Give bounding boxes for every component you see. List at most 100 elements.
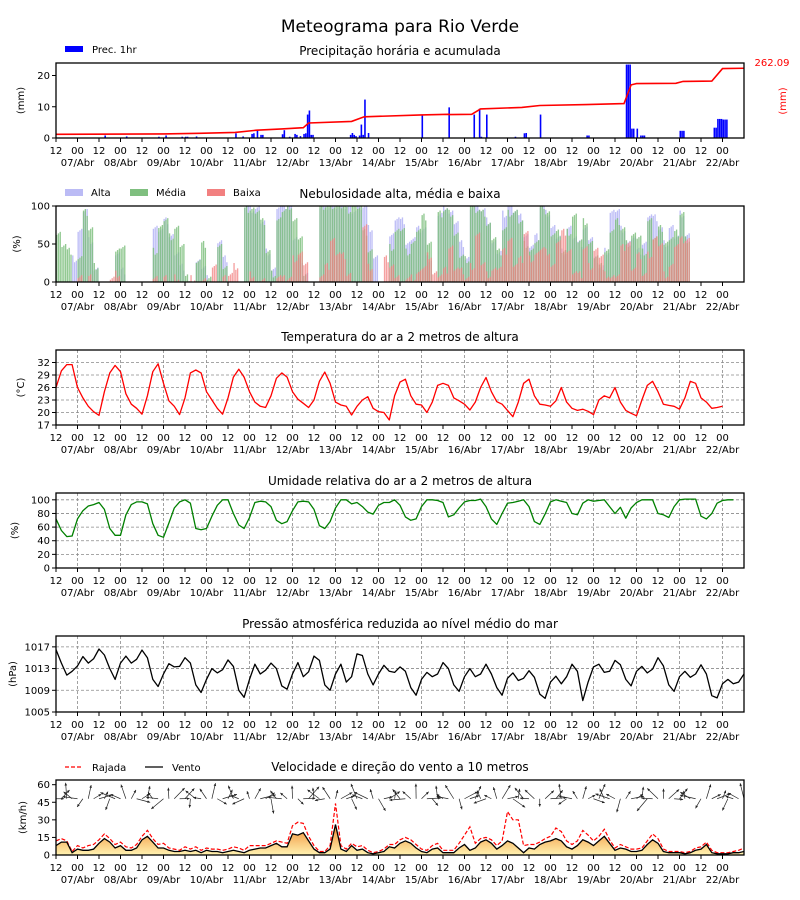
x-day-label: 22/Abr — [706, 445, 740, 456]
cloud-bar-media — [197, 261, 199, 282]
x-day-label: 20/Abr — [620, 875, 654, 886]
cloud-bar-media — [271, 270, 273, 282]
cloud-bar-media — [276, 220, 278, 282]
x-tick-label: 12 — [695, 146, 708, 157]
y-tick-label: 45 — [37, 798, 50, 809]
x-tick-label: 00 — [630, 433, 643, 444]
cloud-bar-baixa — [589, 269, 592, 282]
precip-bar — [715, 127, 717, 138]
cloud-bar-media — [115, 251, 117, 282]
plot-frame — [55, 349, 745, 426]
cloud-bar-media — [91, 227, 94, 282]
precip-bar — [757, 136, 759, 139]
cloud-bar-media — [181, 245, 183, 282]
cloud-bar-media — [394, 231, 396, 282]
cloud-bar-baixa — [677, 244, 680, 282]
x-day-label: 18/Abr — [534, 588, 568, 599]
x-day-label: 19/Abr — [577, 732, 611, 743]
cloud-bar-media — [416, 231, 418, 282]
x-day-label: 15/Abr — [405, 302, 439, 313]
x-tick-label: 00 — [114, 290, 127, 301]
cloud-bar-baixa — [211, 267, 214, 282]
cloud-bar-media — [251, 209, 253, 282]
x-day-label: 16/Abr — [448, 875, 482, 886]
cloud-bar-baixa — [213, 266, 216, 282]
arrow-head — [680, 797, 684, 801]
cloud-bar-baixa — [337, 253, 339, 282]
cloud-bar-baixa — [468, 276, 470, 282]
y-axis-label-right: (mm) — [778, 87, 789, 114]
precip-bar — [722, 119, 725, 138]
x-day-label: 21/Abr — [663, 158, 697, 169]
cloud-bar-baixa — [236, 268, 239, 282]
cloud-bar-baixa — [636, 253, 638, 282]
x-tick-label: 00 — [716, 433, 729, 444]
cloud-bar-media — [339, 206, 341, 282]
x-day-label: 07/Abr — [61, 158, 95, 169]
x-day-label: 20/Abr — [620, 445, 654, 456]
x-tick-label: 00 — [71, 863, 84, 874]
cloud-bar-media — [63, 245, 65, 282]
x-tick-label: 00 — [544, 720, 557, 731]
precip-bar — [256, 130, 259, 138]
precip-bar — [586, 135, 588, 138]
x-day-label: 17/Abr — [491, 875, 525, 886]
cloud-bar-media — [70, 254, 72, 282]
x-tick-label: 00 — [415, 576, 428, 587]
arrow-head — [322, 787, 326, 790]
cloud-bar-baixa — [451, 245, 454, 282]
x-tick-label: 12 — [265, 576, 278, 587]
cloud-bar-media — [609, 232, 611, 282]
cloud-bar-baixa — [439, 275, 441, 282]
x-day-label: 10/Abr — [190, 445, 224, 456]
cloud-bar-baixa — [600, 256, 603, 282]
arrow-head — [558, 801, 562, 805]
x-tick-label: 00 — [415, 720, 428, 731]
x-tick-label: 00 — [157, 290, 170, 301]
cloud-bar-media — [279, 217, 282, 282]
cloud-bar-baixa — [503, 247, 506, 282]
x-tick-label: 12 — [222, 720, 235, 731]
cloud-bar-alta — [81, 228, 83, 282]
y-axis-label: (°C) — [16, 378, 27, 398]
x-tick-label: 00 — [458, 576, 471, 587]
x-tick-label: 00 — [630, 720, 643, 731]
precip-bar — [724, 119, 726, 138]
cloud-bar-media — [174, 228, 176, 282]
arrow-head — [524, 789, 528, 793]
cloud-bar-baixa — [658, 246, 660, 282]
x-tick-label: 12 — [609, 146, 622, 157]
cloud-bar-baixa — [487, 278, 490, 282]
x-day-label: 22/Abr — [706, 588, 740, 599]
cloud-bar-baixa — [500, 266, 502, 282]
cloud-bar-baixa — [453, 270, 456, 282]
cloud-bar-baixa — [276, 278, 278, 282]
cloud-bar-media — [116, 250, 119, 282]
cloud-bar-baixa — [546, 255, 549, 282]
x-tick-label: 12 — [523, 576, 536, 587]
arrow-head — [354, 806, 357, 810]
x-tick-label: 00 — [71, 146, 84, 157]
cloud-bar-baixa — [111, 278, 113, 282]
cloud-bar-alta — [75, 260, 78, 282]
arrow-head — [538, 804, 542, 807]
x-tick-label: 12 — [265, 290, 278, 301]
cloud-bar-media — [324, 207, 327, 282]
precip-bar — [762, 129, 764, 138]
cloud-bar-baixa — [425, 266, 427, 282]
x-tick-label: 00 — [157, 433, 170, 444]
x-tick-label: 12 — [50, 433, 63, 444]
cloud-bar-baixa — [116, 277, 119, 282]
cloud-bar-baixa — [595, 249, 597, 282]
precip-bar — [789, 137, 791, 138]
x-tick-label: 12 — [179, 146, 192, 157]
cloud-bar-media — [93, 263, 95, 282]
precip-bar — [486, 114, 488, 138]
cloud-bar-baixa — [591, 268, 594, 282]
cloud-bar-media — [412, 242, 414, 282]
cloud-bar-media — [425, 220, 427, 282]
cloud-bar-media — [589, 242, 592, 282]
cloud-bar-media — [154, 254, 156, 282]
cloud-bar-baixa — [262, 279, 264, 282]
